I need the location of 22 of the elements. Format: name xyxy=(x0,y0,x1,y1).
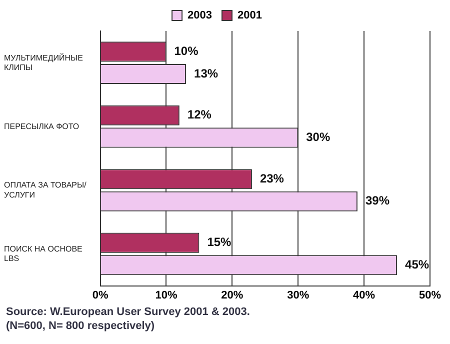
y-tick-label: ПОИСК НА ОСНОВЕ LBS xyxy=(4,244,82,263)
source-note: Source: W.European User Survey 2001 & 2003. xyxy=(6,305,251,319)
y-tick-label: МУЛЬТИМЕДИЙНЫЕ КЛИПЫ xyxy=(4,52,83,72)
y-tick-label: ПЕРЕСЫЛКА ФОТО xyxy=(4,122,80,131)
x-tick-label: 20% xyxy=(221,289,244,302)
x-tick-label: 40% xyxy=(353,289,376,302)
data-label: 30% xyxy=(306,130,330,144)
x-tick-label: 50% xyxy=(418,289,442,302)
x-tick-label: 0% xyxy=(92,289,108,302)
x-tick-label: 30% xyxy=(287,289,310,302)
data-label: 10% xyxy=(174,44,199,58)
data-label: 15% xyxy=(207,235,232,250)
text: (N=600, N= 800 respectively) xyxy=(6,319,156,333)
data-label: 23% xyxy=(260,171,284,186)
data-label: 39% xyxy=(365,194,390,208)
data-label: 45% xyxy=(405,257,430,272)
x-tick-label: 10% xyxy=(155,289,178,302)
y-tick-label: ОПЛАТА ЗА ТОВАРЫ/ УСЛУГИ xyxy=(4,180,88,200)
legend-label: 2003 xyxy=(188,10,212,22)
data-label: 13% xyxy=(194,66,218,80)
legend-label: 2001 xyxy=(238,10,262,22)
data-label: 12% xyxy=(187,108,212,122)
